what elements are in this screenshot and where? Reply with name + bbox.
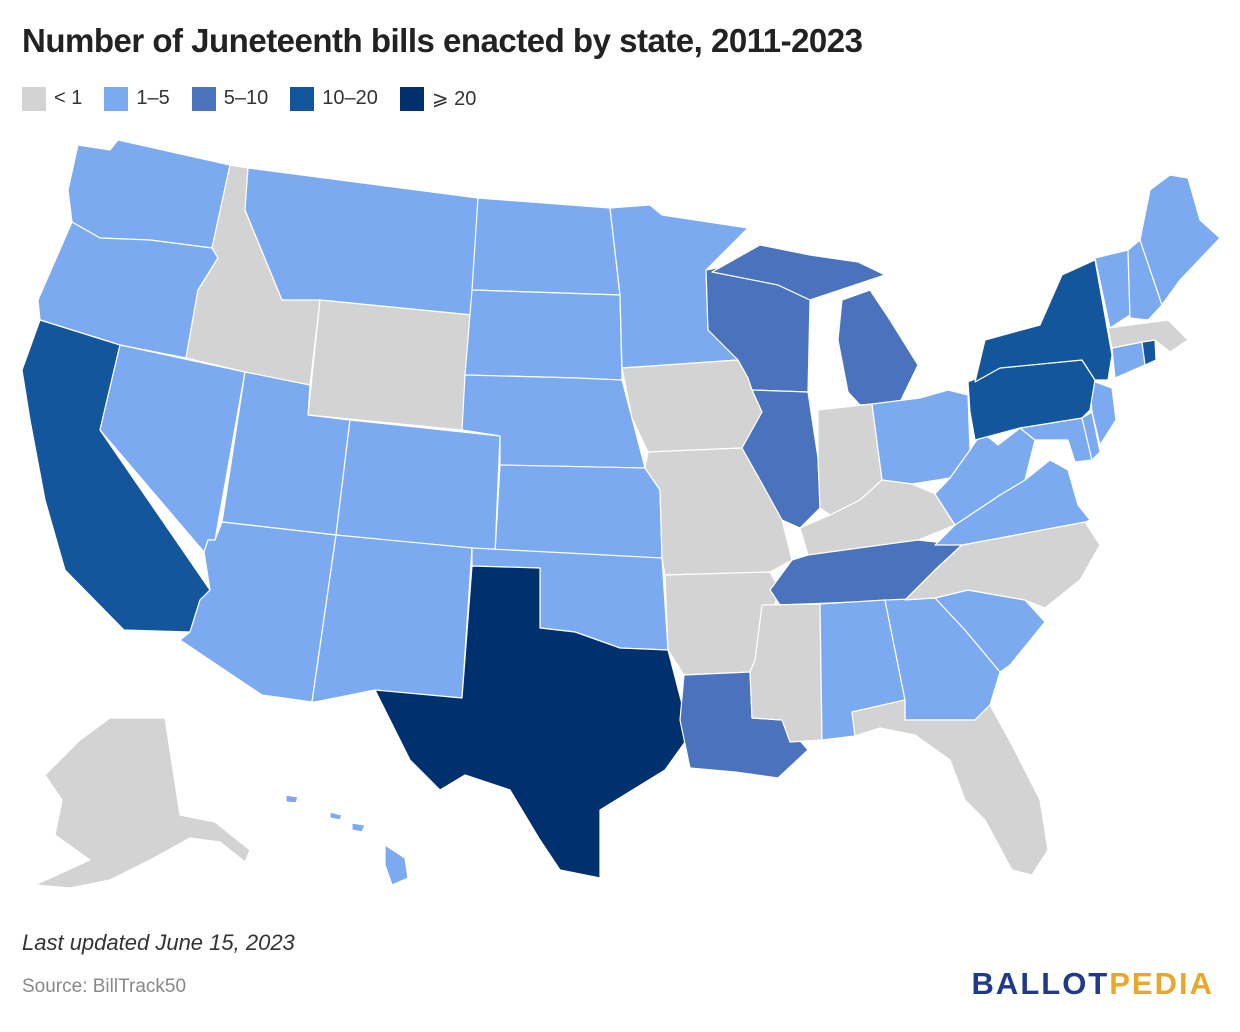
state-texas[interactable]	[374, 565, 691, 879]
legend-item-1-5: 1–5	[104, 86, 170, 111]
state-michigan-lower[interactable]	[837, 289, 919, 406]
map-title: Number of Juneteenth bills enacted by st…	[22, 22, 863, 59]
legend-swatch	[399, 86, 424, 111]
state-iowa[interactable]	[621, 359, 763, 453]
ballotpedia-logo: BALLOTPEDIA	[972, 966, 1214, 1002]
state-hawaii[interactable]	[384, 844, 409, 886]
state-florida[interactable]	[851, 699, 1049, 876]
legend-swatch	[22, 86, 46, 111]
state-washington[interactable]	[67, 139, 231, 249]
logo-part-pedia: PEDIA	[1109, 966, 1214, 1001]
state-hawaii-islands[interactable]	[285, 794, 366, 833]
state-montana[interactable]	[244, 167, 479, 316]
state-newmexico[interactable]	[311, 534, 473, 703]
state-newjersey[interactable]	[1089, 379, 1117, 446]
legend-label: 5–10	[223, 87, 269, 109]
state-alaska[interactable]	[34, 717, 251, 889]
legend-label: 10–20	[322, 87, 378, 109]
legend-item-gte20: ⩾ 20	[399, 86, 477, 111]
legend-item-lt1: < 1	[22, 86, 83, 111]
state-massachusetts[interactable]	[1107, 319, 1189, 353]
state-michigan-upper[interactable]	[711, 244, 886, 301]
legend-item-5-10: 5–10	[191, 86, 269, 111]
source-note: Source: BillTrack50	[22, 976, 187, 997]
state-southdakota[interactable]	[464, 289, 623, 386]
legend-item-10-20: 10–20	[290, 86, 378, 111]
legend-label: ⩾ 20	[431, 88, 477, 110]
us-states-map	[21, 139, 1221, 889]
state-newhampshire[interactable]	[1127, 239, 1163, 321]
state-rhodeisland[interactable]	[1141, 339, 1157, 366]
legend-swatch	[191, 86, 216, 111]
state-northdakota[interactable]	[471, 197, 621, 296]
legend-label: < 1	[54, 87, 83, 109]
state-northcarolina[interactable]	[904, 521, 1101, 609]
legend: < 1 1–5 5–10 10–20 ⩾ 20	[22, 86, 498, 111]
legend-label: 1–5	[136, 87, 170, 109]
state-wyoming[interactable]	[307, 299, 473, 431]
legend-swatch	[290, 86, 315, 111]
state-maine[interactable]	[1139, 174, 1221, 306]
last-updated: Last updated June 15, 2023	[22, 930, 295, 955]
state-newyork[interactable]	[974, 259, 1113, 383]
state-delaware[interactable]	[1081, 411, 1101, 461]
legend-swatch	[104, 86, 129, 111]
state-kansas[interactable]	[494, 464, 663, 559]
state-illinois[interactable]	[741, 389, 821, 529]
state-colorado[interactable]	[335, 419, 501, 554]
logo-part-ballot: BALLOT	[971, 966, 1110, 1001]
